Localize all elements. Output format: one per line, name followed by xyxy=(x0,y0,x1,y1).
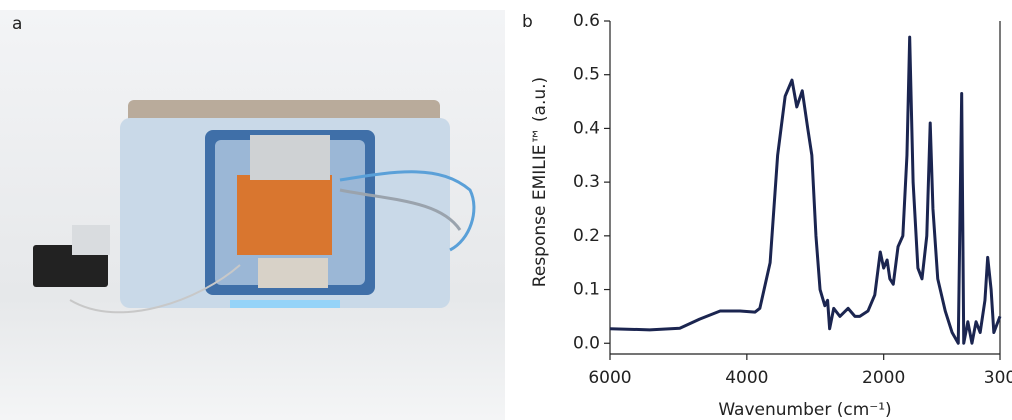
y-tick-label: 0.4 xyxy=(573,118,600,138)
photo: a xyxy=(0,10,505,420)
adapter xyxy=(72,225,110,255)
optics-head xyxy=(250,135,330,180)
y-tick-label: 0.0 xyxy=(573,333,600,353)
spectrum-line xyxy=(609,35,1002,345)
orange-module xyxy=(237,175,332,255)
x-tick-label: 2000 xyxy=(862,368,905,388)
fiber-cable xyxy=(339,170,476,252)
sample-stage xyxy=(258,258,328,288)
cable xyxy=(69,264,241,314)
y-tick-label: 0.5 xyxy=(573,65,600,85)
x-tick-label: 300 xyxy=(984,368,1012,388)
x-tick-label: 4000 xyxy=(725,368,768,388)
y-tick-label: 0.6 xyxy=(573,11,600,31)
led-strip xyxy=(230,300,340,308)
y-tick-label: 0.2 xyxy=(573,226,600,246)
panel-label: b xyxy=(522,12,533,32)
x-axis-label: Wavenumber (cm⁻¹) xyxy=(718,400,891,420)
x-tick-label: 6000 xyxy=(588,368,631,388)
controller-box xyxy=(33,245,108,287)
y-tick-label: 0.1 xyxy=(573,280,600,300)
panel-label: a xyxy=(12,14,22,34)
y-tick-label: 0.3 xyxy=(573,172,600,192)
chart: b Wavenumber (cm⁻¹) Response EMILIE™ (a.… xyxy=(522,11,1012,420)
y-axis-label: Response EMILIE™ (a.u.) xyxy=(530,77,550,287)
fiber-cable xyxy=(339,188,462,231)
